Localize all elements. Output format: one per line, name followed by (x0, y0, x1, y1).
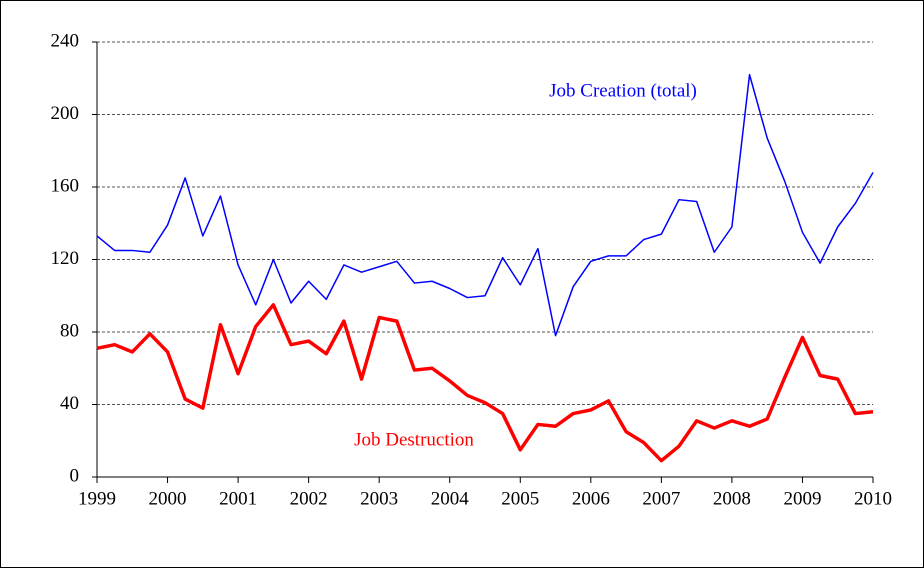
x-tick-label: 2001 (219, 488, 257, 509)
y-tick-label: 160 (51, 175, 80, 196)
series-line (96, 73, 874, 337)
x-tick-label: 2000 (149, 488, 187, 509)
x-tick-label: 2007 (642, 488, 680, 509)
x-tick-label: 2009 (783, 488, 821, 509)
x-tick-label: 2005 (501, 488, 539, 509)
x-tick-label: 2002 (290, 488, 328, 509)
y-tick-label: 0 (70, 465, 80, 486)
x-tick-label: 2003 (360, 488, 398, 509)
series-label: Job Creation (total) (549, 80, 697, 101)
x-tick-label: 2008 (713, 488, 751, 509)
x-tick-label: 1999 (78, 488, 116, 509)
y-tick-label: 40 (60, 393, 79, 414)
y-tick-label: 240 (51, 30, 80, 51)
series-line (96, 303, 874, 463)
y-tick-label: 120 (51, 248, 80, 269)
series-label: Job Destruction (354, 429, 474, 450)
y-tick-label: 80 (60, 320, 79, 341)
x-tick-label: 2010 (854, 488, 892, 509)
y-tick-label: 200 (51, 103, 80, 124)
x-tick-label: 2006 (572, 488, 610, 509)
x-tick-label: 2004 (431, 488, 470, 509)
